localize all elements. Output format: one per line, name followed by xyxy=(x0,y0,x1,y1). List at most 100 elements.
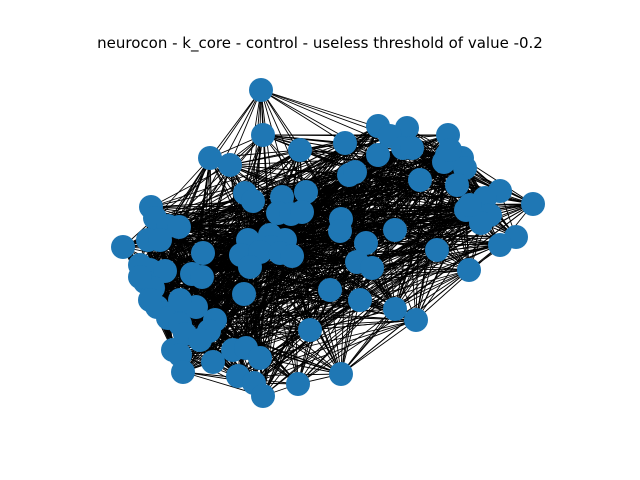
graph-edge xyxy=(150,142,346,208)
graph-edge xyxy=(150,164,231,208)
graph-node xyxy=(445,173,469,197)
graph-edge xyxy=(305,191,486,199)
graph-node xyxy=(248,346,272,370)
graph-node xyxy=(167,215,191,239)
graph-node xyxy=(488,233,512,257)
graph-edge xyxy=(340,299,361,375)
graph-edge xyxy=(184,149,451,335)
graph-edge xyxy=(279,204,471,254)
graph-edge xyxy=(415,149,451,321)
graph-edge xyxy=(365,204,471,244)
graph-edge xyxy=(259,357,342,375)
graph-node xyxy=(521,192,545,216)
graph-edge xyxy=(260,89,346,144)
graph-edge xyxy=(309,308,396,331)
graph-edge xyxy=(359,269,470,301)
graph-node xyxy=(241,189,265,213)
graph-node xyxy=(383,218,407,242)
graph-node xyxy=(238,255,262,279)
graph-edge xyxy=(415,244,501,321)
graph-edge xyxy=(212,179,421,363)
graph-edge xyxy=(167,149,451,319)
graph-edge xyxy=(329,204,471,291)
graph-edge xyxy=(340,319,417,375)
graph-edge xyxy=(456,184,470,271)
graph-edge xyxy=(299,149,342,220)
graph-node xyxy=(318,278,342,302)
graph-edge xyxy=(415,204,471,321)
graph-edge xyxy=(249,266,361,301)
graph-node xyxy=(218,153,242,177)
graph-edge xyxy=(309,204,471,331)
graph-node xyxy=(425,238,449,262)
graph-edge xyxy=(299,149,311,331)
graph-edge xyxy=(329,289,342,375)
graph-node xyxy=(148,228,172,252)
graph-node xyxy=(294,180,318,204)
graph-edge xyxy=(299,149,467,211)
graph-edge xyxy=(359,249,438,301)
graph-node xyxy=(348,288,372,312)
graph-node xyxy=(328,219,352,243)
graph-edge xyxy=(253,329,311,384)
graph-node xyxy=(198,146,222,170)
graph-edge xyxy=(297,204,471,385)
graph-node xyxy=(404,308,428,332)
graph-edge xyxy=(415,179,421,321)
graph-node xyxy=(286,372,310,396)
graph-edge xyxy=(149,149,301,271)
graph-edge xyxy=(214,242,367,321)
graph-node xyxy=(408,168,432,192)
graph-node xyxy=(171,360,195,384)
graph-node xyxy=(111,235,135,259)
graph-edge xyxy=(411,147,467,211)
graph-node xyxy=(251,123,275,147)
graph-edge xyxy=(340,308,396,375)
graph-node xyxy=(438,138,462,162)
graph-node xyxy=(190,265,214,289)
graph-node xyxy=(383,297,407,321)
graph-edge xyxy=(339,179,421,232)
graph-edge xyxy=(195,306,417,321)
graph-edge xyxy=(244,142,346,194)
graph-edge xyxy=(164,270,299,385)
graph-node xyxy=(329,362,353,386)
graph-node xyxy=(343,160,367,184)
graph-node xyxy=(366,143,390,167)
graph-node xyxy=(188,328,212,352)
graph-edge xyxy=(259,319,417,359)
graph-edge xyxy=(290,204,471,215)
graph-node xyxy=(280,244,304,268)
graph-edge xyxy=(262,134,379,156)
graph-edge xyxy=(229,89,262,166)
graph-edge xyxy=(209,89,262,159)
graph-edge xyxy=(232,179,421,351)
graph-edge xyxy=(394,179,421,310)
graph-edge xyxy=(214,319,311,331)
graph-edge xyxy=(394,149,451,310)
graph-edge xyxy=(394,269,470,310)
graph-node xyxy=(354,231,378,255)
graph-edge xyxy=(309,319,417,331)
graph-edge xyxy=(394,249,438,310)
graph-edge xyxy=(291,255,342,375)
graph-node xyxy=(251,384,275,408)
graph-node xyxy=(232,282,256,306)
graph-node xyxy=(288,138,312,162)
graph-node xyxy=(168,288,192,312)
graph-node xyxy=(469,211,493,235)
graph-node xyxy=(249,78,273,102)
graph-edge xyxy=(371,204,471,269)
graph-node xyxy=(128,265,152,289)
graph-node xyxy=(153,259,177,283)
graph-node xyxy=(201,350,225,374)
graph-edge xyxy=(297,203,534,385)
graph-node xyxy=(457,258,481,282)
graph-node xyxy=(333,131,357,155)
graph-edge xyxy=(262,249,438,397)
graph-node xyxy=(191,241,215,265)
graph-node xyxy=(290,200,314,224)
graph-node xyxy=(400,136,424,160)
